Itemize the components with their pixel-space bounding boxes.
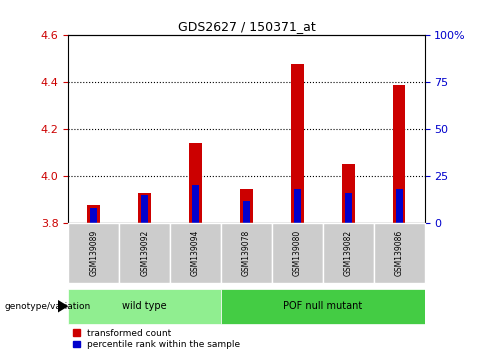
FancyBboxPatch shape [170, 223, 221, 283]
Legend: transformed count, percentile rank within the sample: transformed count, percentile rank withi… [73, 329, 241, 349]
FancyBboxPatch shape [68, 223, 119, 283]
FancyBboxPatch shape [323, 223, 374, 283]
FancyBboxPatch shape [68, 289, 221, 324]
Bar [393, 85, 406, 223]
Bar [291, 63, 304, 223]
Text: GSM139089: GSM139089 [89, 230, 98, 276]
Text: wild type: wild type [122, 301, 167, 311]
Text: GSM139092: GSM139092 [140, 230, 149, 276]
Bar [294, 189, 301, 223]
Bar [342, 164, 355, 223]
FancyBboxPatch shape [221, 289, 425, 324]
FancyBboxPatch shape [272, 223, 323, 283]
Polygon shape [58, 300, 68, 313]
Bar [141, 195, 148, 223]
Text: GSM139080: GSM139080 [293, 230, 302, 276]
Bar [138, 193, 151, 223]
Bar [345, 193, 352, 223]
FancyBboxPatch shape [221, 223, 272, 283]
Title: GDS2627 / 150371_at: GDS2627 / 150371_at [178, 20, 315, 33]
Text: GSM139086: GSM139086 [395, 230, 404, 276]
Text: genotype/variation: genotype/variation [5, 302, 91, 311]
Bar [90, 208, 97, 223]
Text: GSM139094: GSM139094 [191, 230, 200, 276]
FancyBboxPatch shape [374, 223, 425, 283]
FancyBboxPatch shape [119, 223, 170, 283]
Bar [192, 185, 199, 223]
Bar [189, 143, 202, 223]
Text: GSM139078: GSM139078 [242, 230, 251, 276]
Bar [243, 200, 250, 223]
Bar [240, 189, 253, 223]
Bar [396, 189, 403, 223]
Bar [87, 205, 100, 223]
Text: POF null mutant: POF null mutant [283, 301, 363, 311]
Text: GSM139082: GSM139082 [344, 230, 353, 276]
